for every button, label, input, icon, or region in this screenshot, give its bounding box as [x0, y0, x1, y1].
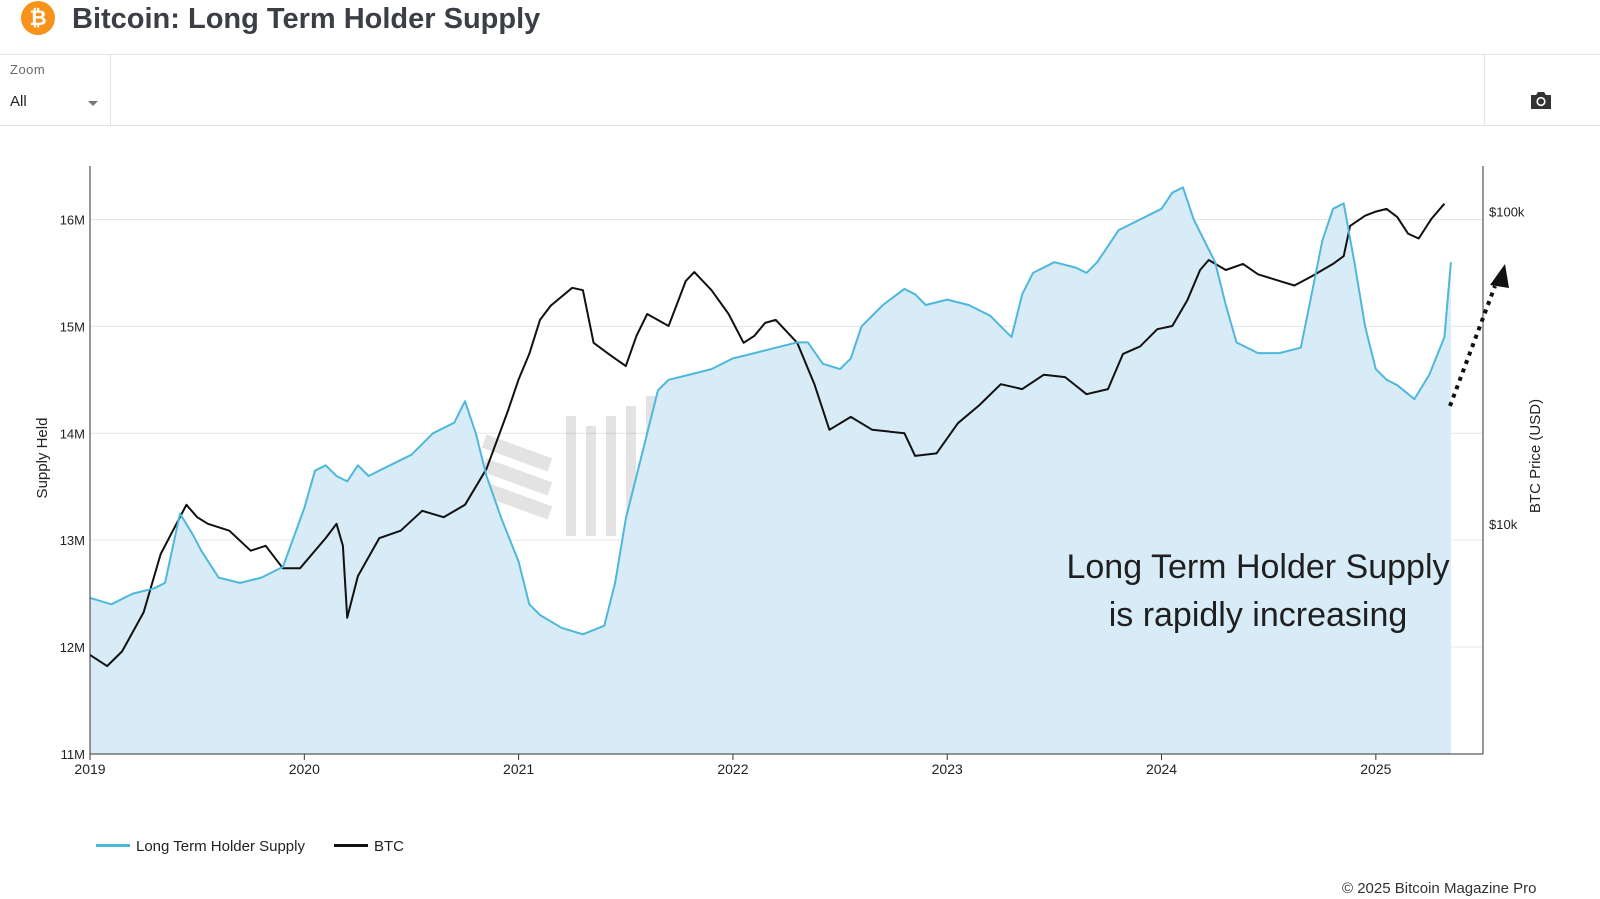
- annotation-text-line: Long Term Holder Supply: [1066, 548, 1449, 586]
- x-tick-label: 2020: [289, 761, 320, 777]
- y-axis-title-right: BTC Price (USD): [1527, 399, 1544, 513]
- chevron-down-icon: [88, 101, 98, 106]
- page-header: ₿ Bitcoin: Long Term Holder Supply: [0, 0, 1600, 55]
- y-axis-title-left: Supply Held: [34, 418, 51, 499]
- x-tick-label: 2023: [932, 761, 963, 777]
- legend-swatch-btc: [334, 843, 368, 847]
- x-tick-label: 2025: [1360, 761, 1391, 777]
- y-tick-label: 15M: [60, 319, 85, 334]
- legend-label-lth: Long Term Holder Supply: [136, 838, 305, 855]
- legend-label-btc: BTC: [374, 838, 404, 855]
- btc-price-line: [89, 203, 1446, 668]
- toolbar-divider: [1484, 55, 1485, 125]
- copyright: © 2025 Bitcoin Magazine Pro: [1342, 880, 1537, 897]
- x-tick-label: 2019: [74, 761, 105, 777]
- annotation: Long Term Holder Supply is rapidly increa…: [1066, 264, 1509, 634]
- y-tick-label: 12M: [60, 640, 85, 655]
- x-tick-label: 2024: [1146, 761, 1177, 777]
- tick-labels: 11M 12M 13M 14M 15M 16M 2019 2020 2021 2022 2023 20…: [34, 205, 1544, 777]
- y-tick-label: 16M: [60, 212, 85, 227]
- y-tick-label: 14M: [60, 426, 85, 441]
- annotation-arrow-line: [1448, 285, 1497, 407]
- annotation-arrow-head-icon: [1490, 264, 1509, 288]
- lth-supply-line: [89, 186, 1452, 636]
- x-tick-label: 2022: [717, 761, 748, 777]
- x-tick-label: 2021: [503, 761, 534, 777]
- zoom-label: Zoom: [10, 62, 46, 77]
- y-tick-label: 11M: [61, 747, 85, 762]
- camera-icon[interactable]: [1529, 89, 1553, 111]
- annotation-text-line: is rapidly increasing: [1109, 596, 1408, 634]
- bitcoin-logo-icon: ₿: [21, 1, 55, 35]
- chart-area: BITCOIN MAGAZINE PRO 11M12M13M14M15M16M2…: [34, 166, 1544, 777]
- lth-supply-area: [90, 187, 1451, 754]
- chart-toolbar: Zoom All: [0, 55, 1600, 126]
- zoom-select[interactable]: Zoom All: [0, 55, 111, 125]
- y-right-tick-label: $10k: [1489, 517, 1518, 532]
- bitcoin-logo-glyph: ₿: [29, 7, 46, 30]
- legend-item-btc[interactable]: BTC: [334, 838, 404, 855]
- y-right-tick-label: $100k: [1489, 205, 1525, 220]
- legend-swatch-lth: [96, 843, 130, 847]
- axes: [89, 166, 1484, 760]
- zoom-value: All: [10, 93, 27, 110]
- y-tick-label: 13M: [60, 533, 85, 548]
- page-title: Bitcoin: Long Term Holder Supply: [72, 3, 541, 35]
- legend-item-lth[interactable]: Long Term Holder Supply: [96, 838, 305, 855]
